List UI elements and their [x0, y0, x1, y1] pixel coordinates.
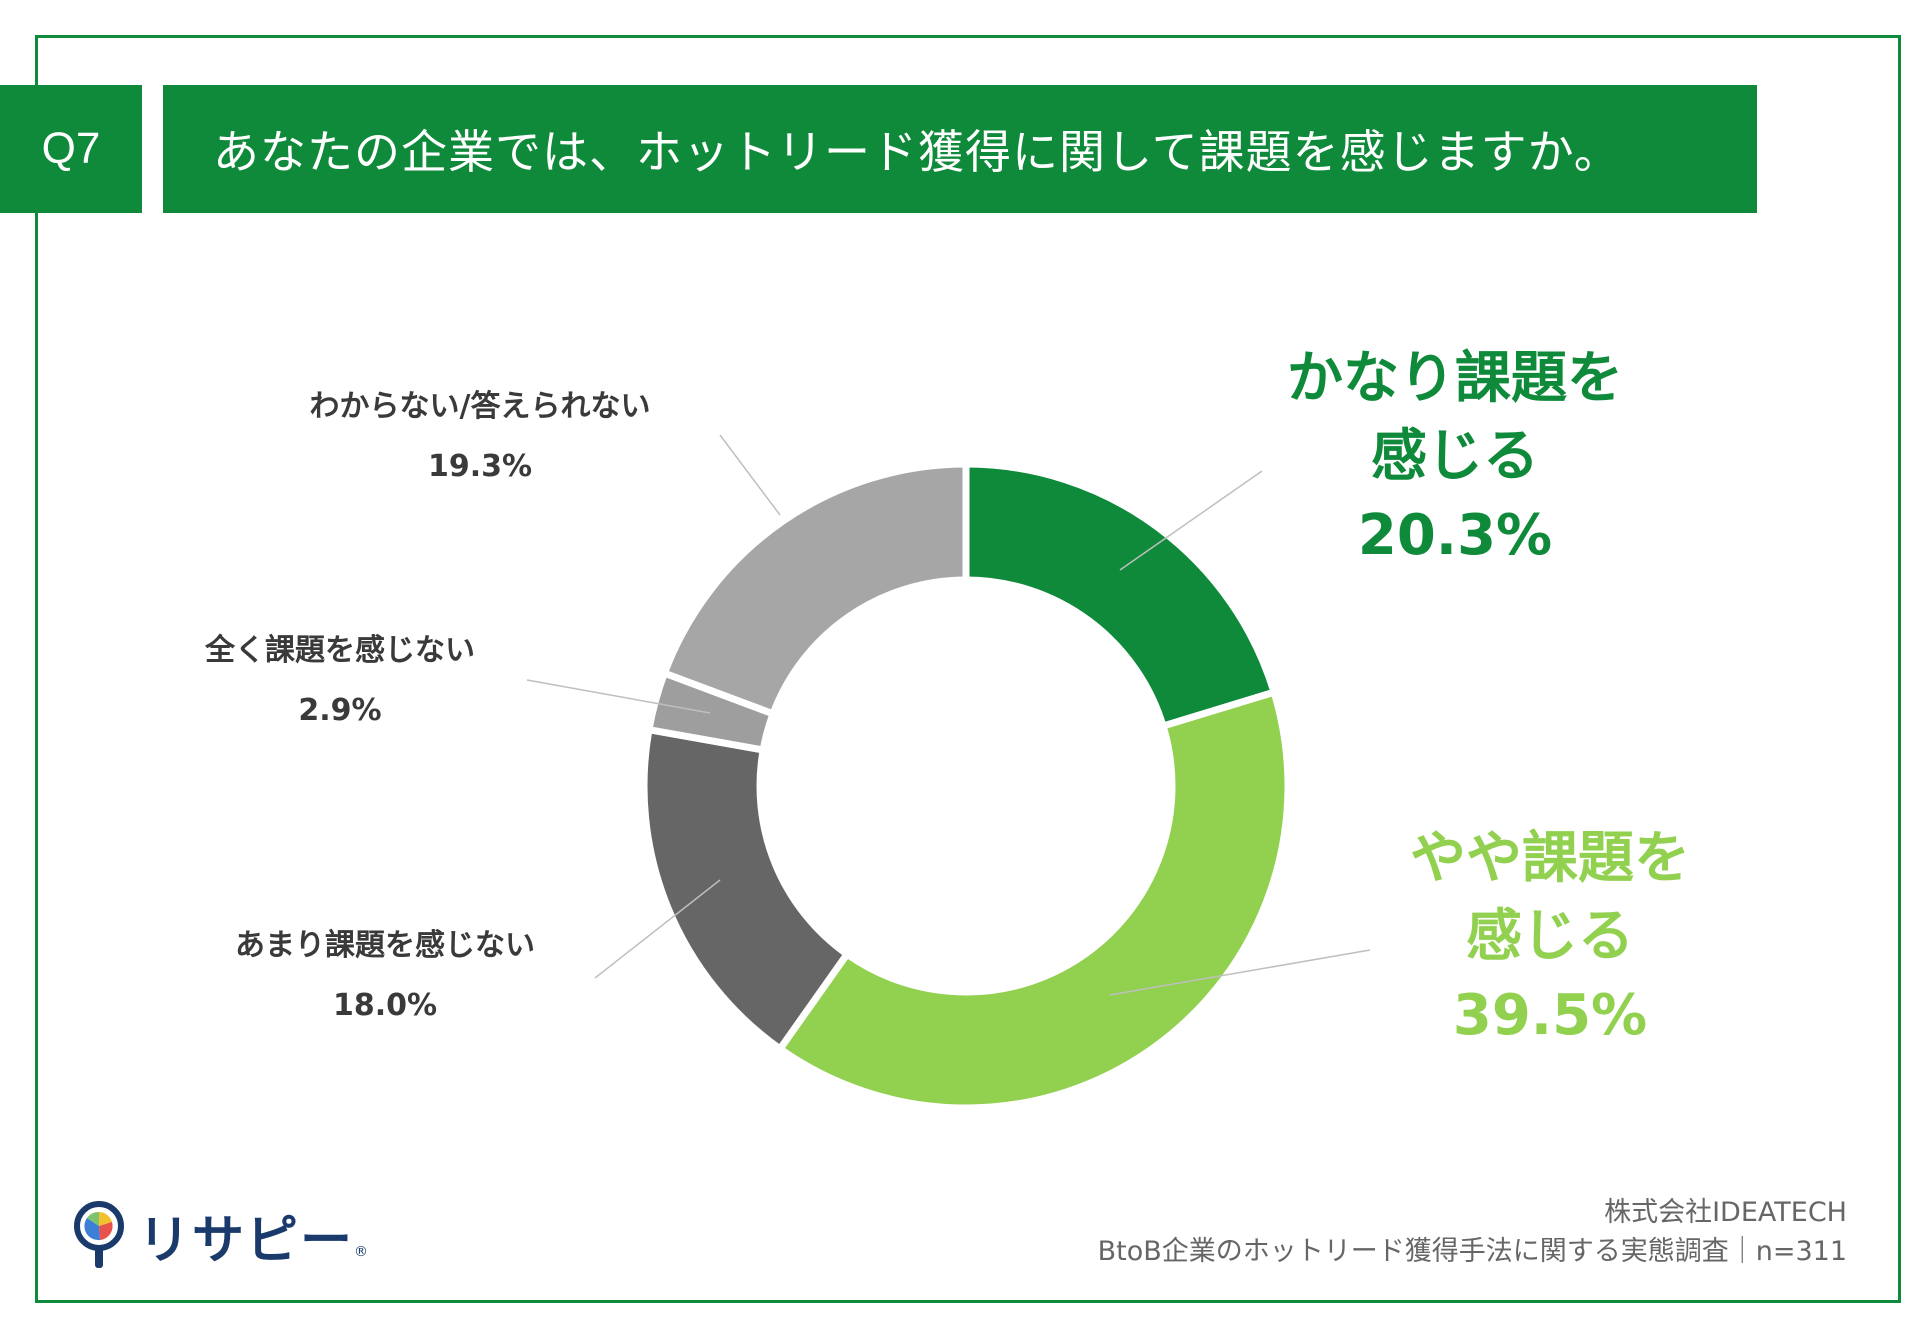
slice-label-dont-know: わからない/答えられない 19.3% [260, 377, 700, 497]
source-note: 株式会社IDEATECH BtoB企業のホットリード獲得手法に関する実態調査｜n… [1098, 1193, 1847, 1271]
logo-registered-mark: ® [354, 1244, 369, 1260]
slice-value-label: 18.0% [332, 988, 438, 1023]
slice-label-line: かなり課題を [1287, 346, 1623, 411]
logo-pin-icon [74, 1201, 124, 1268]
donut-slice [775, 687, 1292, 1112]
slice-label-line: あまり課題を感じない [235, 928, 535, 963]
source-company: 株式会社IDEATECH [1604, 1197, 1847, 1228]
slice-value-label: 2.9% [298, 693, 382, 728]
leader-line [1119, 470, 1263, 571]
source-survey: BtoB企業のホットリード獲得手法に関する実態調査｜n=311 [1097, 1236, 1847, 1268]
slice-value-label: 19.3% [427, 449, 533, 484]
slice-label-line: やや課題を [1410, 826, 1690, 891]
leader-line [719, 434, 781, 516]
slice-label-line: 感じる [1466, 904, 1634, 970]
donut-slice [640, 725, 852, 1054]
slice-label-not-at-all-challenged: 全く課題を感じない 2.9% [150, 621, 530, 741]
leader-line [594, 879, 721, 979]
slice-label-line: 全く課題を感じない [205, 633, 475, 668]
donut-slice [659, 460, 970, 719]
donut-slice [962, 460, 1279, 731]
slice-label-somewhat-challenged: やや課題を 感じる 39.5% [1345, 820, 1755, 1055]
slice-label-line: 感じる [1371, 424, 1539, 490]
logo-wordmark: リサピー [138, 1210, 355, 1271]
leader-line [1109, 949, 1371, 996]
outer-frame [35, 35, 1901, 1303]
question-title-bar: あなたの企業では、ホットリード獲得に関して課題を感じますか。 [163, 85, 1757, 213]
slice-value-label: 39.5% [1452, 982, 1648, 1048]
slice-value-label: 20.3% [1357, 502, 1553, 568]
question-number-badge: Q7 [0, 85, 142, 213]
risapy-logo: リサピー ® [70, 1200, 369, 1271]
leader-line [526, 679, 711, 714]
slice-label-not-very-challenged: あまり課題を感じない 18.0% [180, 916, 590, 1036]
slice-label-very-challenged: かなり課題を 感じる 20.3% [1240, 340, 1670, 575]
slice-label-line: わからない/答えられない [309, 389, 651, 424]
